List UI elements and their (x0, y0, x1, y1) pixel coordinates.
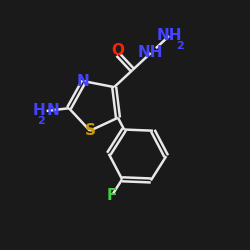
Text: NH: NH (156, 28, 182, 44)
Text: N: N (47, 104, 60, 118)
Text: F: F (107, 188, 117, 203)
Text: 2: 2 (38, 116, 45, 126)
Text: S: S (84, 123, 96, 138)
Text: O: O (112, 43, 124, 58)
Text: H: H (32, 104, 45, 118)
Text: N: N (76, 74, 89, 89)
Text: NH: NH (138, 46, 164, 60)
Text: 2: 2 (176, 42, 184, 51)
